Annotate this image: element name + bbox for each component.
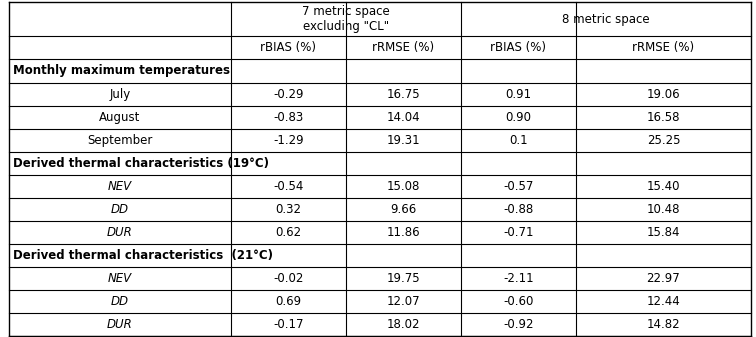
Text: rBIAS (%): rBIAS (%) [491,41,547,55]
Text: Derived thermal characteristics  (21°C): Derived thermal characteristics (21°C) [13,249,273,262]
Text: DD: DD [111,203,129,216]
Text: NEV: NEV [108,272,132,284]
Text: -0.57: -0.57 [503,180,534,192]
Text: -1.29: -1.29 [273,133,304,147]
Text: 19.75: 19.75 [386,272,420,284]
Text: -2.11: -2.11 [503,272,534,284]
Text: 7 metric space
excluding "CL": 7 metric space excluding "CL" [302,5,390,33]
Text: DUR: DUR [107,317,133,331]
Text: 25.25: 25.25 [646,133,680,147]
Text: 18.02: 18.02 [386,317,420,331]
Text: August: August [99,111,141,124]
Text: Monthly maximum temperatures: Monthly maximum temperatures [13,64,230,78]
Text: 22.97: 22.97 [646,272,680,284]
Text: -0.92: -0.92 [503,317,534,331]
Text: 10.48: 10.48 [646,203,680,216]
Text: Derived thermal characteristics (19°C): Derived thermal characteristics (19°C) [13,157,268,170]
Text: September: September [88,133,153,147]
Text: DUR: DUR [107,225,133,239]
Text: 15.40: 15.40 [646,180,680,192]
Text: NEV: NEV [108,180,132,192]
Text: 15.84: 15.84 [646,225,680,239]
Text: -0.02: -0.02 [273,272,304,284]
Text: 19.06: 19.06 [646,88,680,100]
Text: 15.08: 15.08 [386,180,420,192]
Text: -0.54: -0.54 [273,180,304,192]
Text: -0.60: -0.60 [503,295,534,308]
Text: 8 metric space: 8 metric space [562,13,649,26]
Text: rRMSE (%): rRMSE (%) [633,41,695,55]
Text: -0.17: -0.17 [273,317,304,331]
Text: 0.1: 0.1 [509,133,528,147]
Text: 0.32: 0.32 [275,203,302,216]
Text: 12.07: 12.07 [386,295,420,308]
Text: 14.04: 14.04 [386,111,420,124]
Text: -0.83: -0.83 [273,111,303,124]
Text: 0.90: 0.90 [506,111,531,124]
Text: 9.66: 9.66 [390,203,417,216]
Text: 14.82: 14.82 [646,317,680,331]
Text: July: July [110,88,131,100]
Text: 0.91: 0.91 [506,88,531,100]
Text: 16.75: 16.75 [386,88,420,100]
Text: 19.31: 19.31 [386,133,420,147]
Text: -0.29: -0.29 [273,88,304,100]
Text: 0.62: 0.62 [275,225,302,239]
Text: 12.44: 12.44 [646,295,680,308]
Text: DD: DD [111,295,129,308]
Text: rBIAS (%): rBIAS (%) [260,41,316,55]
Text: rRMSE (%): rRMSE (%) [372,41,434,55]
Text: -0.88: -0.88 [503,203,534,216]
Text: 0.69: 0.69 [275,295,302,308]
Text: 16.58: 16.58 [646,111,680,124]
Text: 11.86: 11.86 [386,225,420,239]
Text: -0.71: -0.71 [503,225,534,239]
